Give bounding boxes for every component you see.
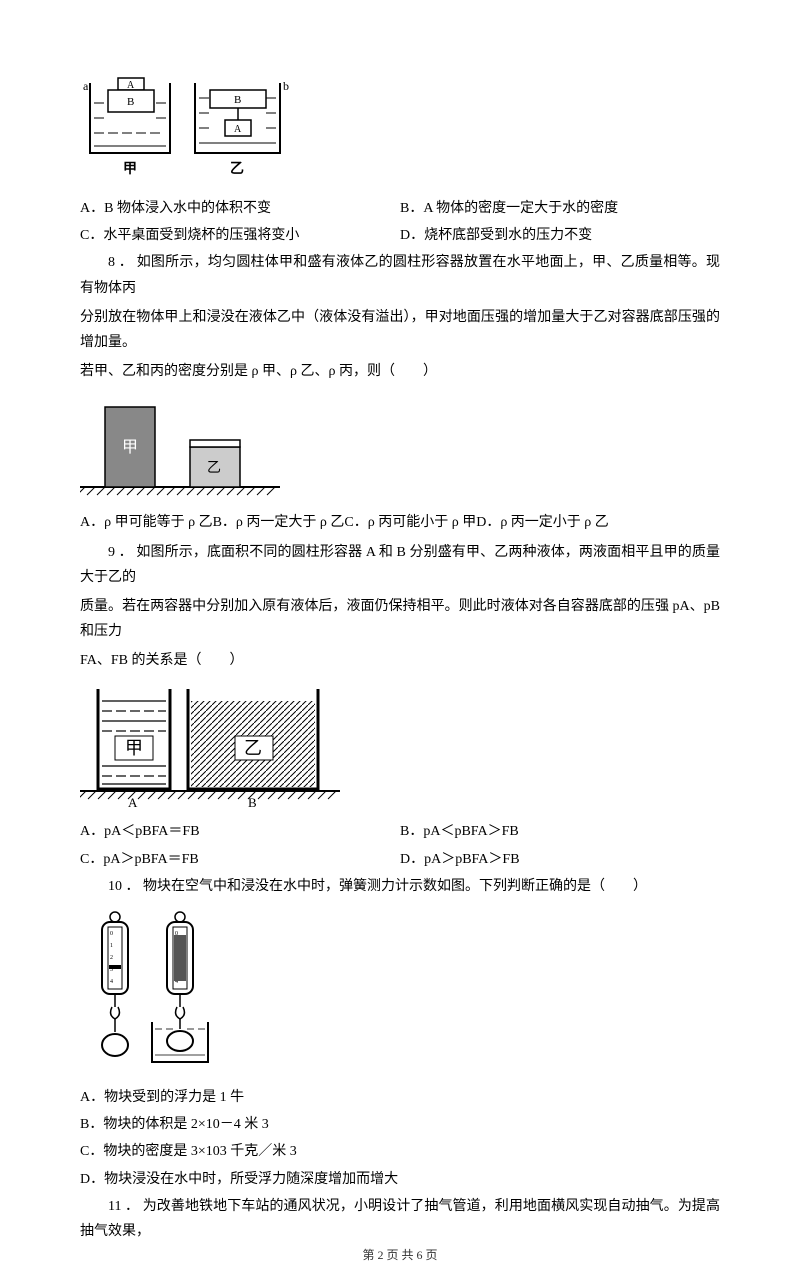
q7-option-d: D．烧杯底部受到水的压力不变: [400, 223, 720, 248]
svg-text:乙: 乙: [230, 161, 244, 177]
svg-text:甲: 甲: [125, 738, 143, 758]
q9-option-b: B．pA＜pBFA＞FB: [400, 819, 720, 844]
q10-option-a: A．物块受到的浮力是 1 牛: [80, 1085, 720, 1110]
svg-text:B: B: [234, 94, 241, 106]
q8-options: A．ρ 甲可能等于 ρ 乙B．ρ 丙一定大于 ρ 乙C．ρ 丙可能小于 ρ 甲D…: [80, 510, 720, 535]
q9-options-row1: A．pA＜pBFA＝FB B．pA＜pBFA＞FB: [80, 819, 720, 844]
q9-stem-line3: FA、FB 的关系是（ ）: [80, 648, 720, 673]
svg-text:乙: 乙: [244, 738, 262, 758]
figure-q8: 甲 乙: [80, 392, 720, 502]
q7-option-c: C．水平桌面受到烧杯的压强将变小: [80, 223, 400, 248]
svg-text:0: 0: [110, 931, 113, 937]
svg-text:B: B: [248, 795, 257, 810]
q9-option-a: A．pA＜pBFA＝FB: [80, 819, 400, 844]
q10-option-d: D．物块浸没在水中时，所受浮力随深度增加而增大: [80, 1167, 720, 1192]
svg-text:A: A: [128, 795, 138, 810]
q8-stem-line3: 若甲、乙和丙的密度分别是 ρ 甲、ρ 乙、ρ 丙，则（ ）: [80, 359, 720, 384]
label-a: a: [83, 79, 89, 93]
q7-options-row2: C．水平桌面受到烧杯的压强将变小 D．烧杯底部受到水的压力不变: [80, 223, 720, 248]
svg-text:A: A: [234, 124, 242, 135]
q8-stem-line1: 8 ． 如图所示，均匀圆柱体甲和盛有液体乙的圆柱形容器放置在水平地面上，甲、乙质…: [80, 250, 720, 300]
q7-option-b: B．A 物体的密度一定大于水的密度: [400, 196, 720, 221]
svg-text:4: 4: [110, 979, 113, 985]
q10-option-c: C．物块的密度是 3×103 千克／米 3: [80, 1139, 720, 1164]
figure-q9: 甲 A 乙 B: [80, 681, 720, 811]
svg-text:乙: 乙: [207, 460, 221, 476]
svg-text:2: 2: [110, 955, 113, 961]
svg-text:甲: 甲: [122, 439, 138, 456]
page-footer: 第 2 页 共 6 页: [0, 1245, 800, 1267]
q7-options-row1: A．B 物体浸入水中的体积不变 B．A 物体的密度一定大于水的密度: [80, 196, 720, 221]
q9-options-row2: C．pA＞pBFA＝FB D．pA＞pBFA＞FB: [80, 847, 720, 872]
svg-text:B: B: [127, 96, 134, 108]
q9-stem-line2: 质量。若在两容器中分别加入原有液体后，液面仍保持相平。则此时液体对各自容器底部的…: [80, 594, 720, 644]
svg-text:甲: 甲: [123, 161, 137, 177]
q8-stem-line2: 分别放在物体甲上和浸没在液体乙中（液体没有溢出），甲对地面压强的增加量大于乙对容…: [80, 305, 720, 355]
svg-text:1: 1: [110, 943, 113, 949]
q10-option-b: B．物块的体积是 2×10－4 米 3: [80, 1112, 720, 1137]
q10-stem: 10 ． 物块在空气中和浸没在水中时，弹簧测力计示数如图。下列判断正确的是（ ）: [80, 874, 720, 899]
figure-q7: a A B 甲 b B A 乙: [80, 68, 720, 188]
q7-option-a: A．B 物体浸入水中的体积不变: [80, 196, 400, 221]
q9-option-d: D．pA＞pBFA＞FB: [400, 847, 720, 872]
q9-stem-line1: 9 ． 如图所示，底面积不同的圆柱形容器 A 和 B 分别盛有甲、乙两种液体，两…: [80, 540, 720, 590]
q9-option-c: C．pA＞pBFA＝FB: [80, 847, 400, 872]
q11-stem: 11 ． 为改善地铁地下车站的通风状况，小明设计了抽气管道，利用地面横风实现自动…: [80, 1194, 720, 1244]
svg-text:b: b: [283, 79, 289, 93]
figure-q10: 0 1 2 3 4 0 1 2 3 4: [80, 907, 720, 1077]
